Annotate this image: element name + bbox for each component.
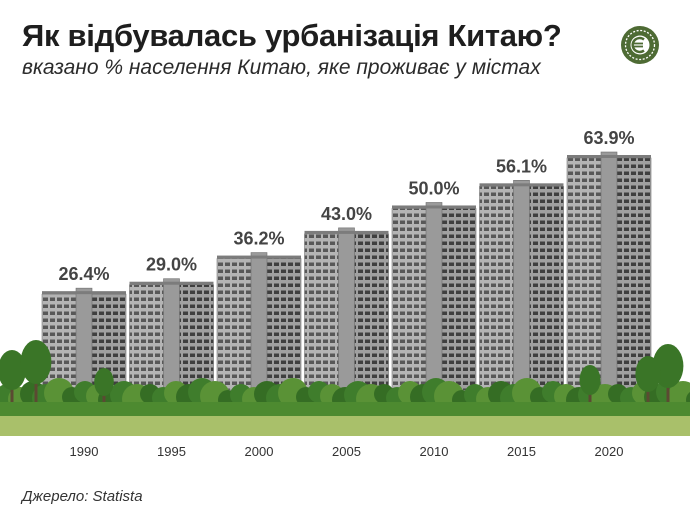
- source-note: Джерело: Statista: [22, 488, 143, 505]
- data-label-1995: 29.0%: [146, 255, 197, 275]
- bar-1990: [41, 287, 127, 391]
- trees-layer: [0, 340, 690, 420]
- tree: [635, 356, 661, 392]
- x-tick-2010: 2010: [420, 444, 449, 459]
- data-label-2010: 50.0%: [408, 178, 459, 198]
- x-tick-2000: 2000: [245, 444, 274, 459]
- tree: [0, 350, 26, 390]
- value-labels-layer: 26.4% 29.0% 36.2% 43.0% 50.0% 56.1% 63.9%: [58, 128, 634, 284]
- tree: [20, 340, 52, 384]
- bars-layer: [41, 151, 652, 391]
- x-tick-labels-layer: 1990 1995 2000 2005 2010 2015 2020: [70, 444, 624, 459]
- data-label-2020: 63.9%: [583, 128, 634, 148]
- tree: [579, 365, 601, 395]
- page-title: Як відбувалась урбанізація Китаю?: [22, 18, 562, 53]
- bar-2015: [479, 180, 564, 391]
- brand-logo-icon: [621, 26, 659, 64]
- data-label-2015: 56.1%: [496, 156, 547, 176]
- x-tick-1990: 1990: [70, 444, 99, 459]
- x-tick-2005: 2005: [332, 444, 361, 459]
- bar-2010: [391, 202, 477, 391]
- x-tick-2015: 2015: [507, 444, 536, 459]
- data-label-2000: 36.2%: [233, 229, 284, 249]
- data-label-1990: 26.4%: [58, 264, 109, 284]
- bar-2000: [216, 252, 302, 391]
- tree: [94, 368, 114, 396]
- grass-ground: [0, 416, 690, 436]
- urbanization-chart: 26.4% 29.0% 36.2% 43.0% 50.0% 56.1% 63.9% 1990…: [0, 128, 690, 459]
- x-tick-1995: 1995: [157, 444, 186, 459]
- bar-1995: [129, 278, 214, 391]
- page-subtitle: вказано % населення Китаю, яке проживає …: [22, 56, 541, 79]
- x-tick-2020: 2020: [595, 444, 624, 459]
- bar-2005: [304, 227, 389, 391]
- data-label-2005: 43.0%: [321, 204, 372, 224]
- bar-2020: [566, 151, 652, 391]
